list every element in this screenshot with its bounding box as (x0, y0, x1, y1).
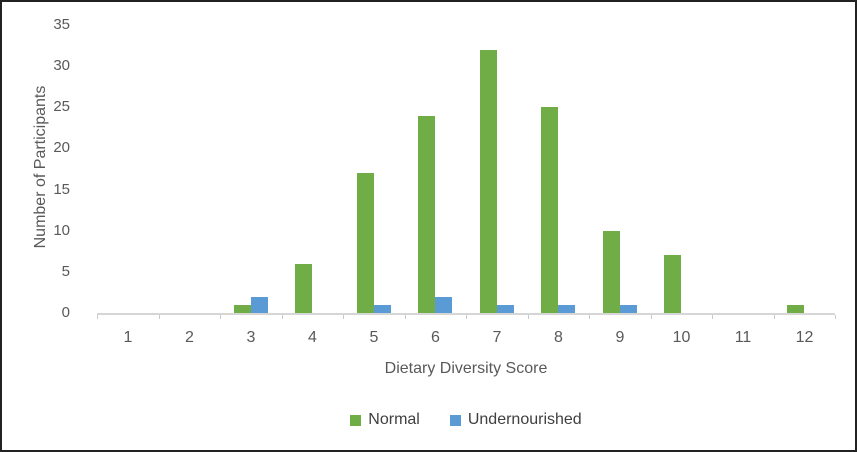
x-tick-label-1: 1 (123, 329, 133, 346)
bar-normal-12 (787, 304, 805, 313)
y-tick-label-20: 20 (53, 139, 70, 157)
bar-normal-6 (418, 115, 436, 313)
bar-undernourished-8 (558, 304, 576, 313)
y-tick-label-10: 10 (53, 221, 70, 239)
bar-normal-5 (356, 173, 374, 313)
x-tick-label-10: 10 (672, 329, 691, 346)
x-axis-tick (712, 315, 713, 319)
x-tick-label-11: 11 (734, 329, 752, 346)
y-tick-label-25: 25 (53, 98, 70, 116)
legend-swatch-normal (350, 414, 362, 426)
x-axis-tick (527, 315, 529, 319)
x-axis-tick (589, 315, 590, 319)
y-tick-label-15: 15 (53, 180, 70, 198)
bar-normal-8 (541, 107, 559, 313)
x-tick-label-5: 5 (369, 329, 379, 346)
plot-area (97, 25, 835, 315)
legend-item-undernourished: Undernourished (449, 411, 582, 429)
x-axis-tick (281, 315, 283, 319)
x-tick-label-12: 12 (795, 329, 814, 346)
legend-label: Normal (368, 411, 420, 428)
x-tick-label-2: 2 (185, 329, 194, 346)
legend: Normal Undernourished (97, 411, 835, 429)
y-tick-label-5: 5 (61, 262, 70, 280)
x-tick-label-8: 8 (554, 329, 563, 346)
x-tick-label-7: 7 (492, 329, 502, 346)
bar-normal-10 (664, 255, 682, 313)
bar-normal-3 (233, 304, 251, 313)
legend-swatch-undernourished (449, 414, 461, 426)
bar-normal-7 (479, 49, 497, 313)
x-axis-tick (97, 315, 98, 319)
y-tick-label-0: 0 (61, 304, 70, 321)
bar-normal-9 (602, 230, 620, 313)
x-axis-tick (404, 315, 406, 319)
x-tick-label-3: 3 (246, 329, 256, 346)
y-tick-label-35: 35 (53, 16, 70, 33)
bar-undernourished-5 (373, 304, 391, 313)
bar-undernourished-9 (619, 304, 637, 313)
bar-normal-4 (295, 263, 313, 313)
bar-undernourished-7 (496, 304, 514, 313)
bar-undernourished-6 (435, 296, 453, 313)
legend-label: Undernourished (467, 411, 582, 428)
x-tick-label-9: 9 (615, 329, 625, 346)
x-axis-tick (343, 315, 344, 319)
legend-item-normal: Normal (350, 411, 420, 429)
bar-undernourished-3 (250, 296, 268, 313)
x-axis-tick (773, 315, 775, 319)
x-axis-tick (650, 315, 652, 319)
x-axis-tick (466, 315, 467, 319)
x-axis-title: Dietary Diversity Score (384, 360, 548, 377)
x-tick-label-6: 6 (431, 329, 440, 346)
x-axis-tick (158, 315, 160, 319)
x-axis-tick (835, 315, 836, 319)
x-axis-tick (220, 315, 221, 319)
y-tick-label-30: 30 (53, 57, 70, 75)
x-tick-label-4: 4 (308, 329, 317, 346)
